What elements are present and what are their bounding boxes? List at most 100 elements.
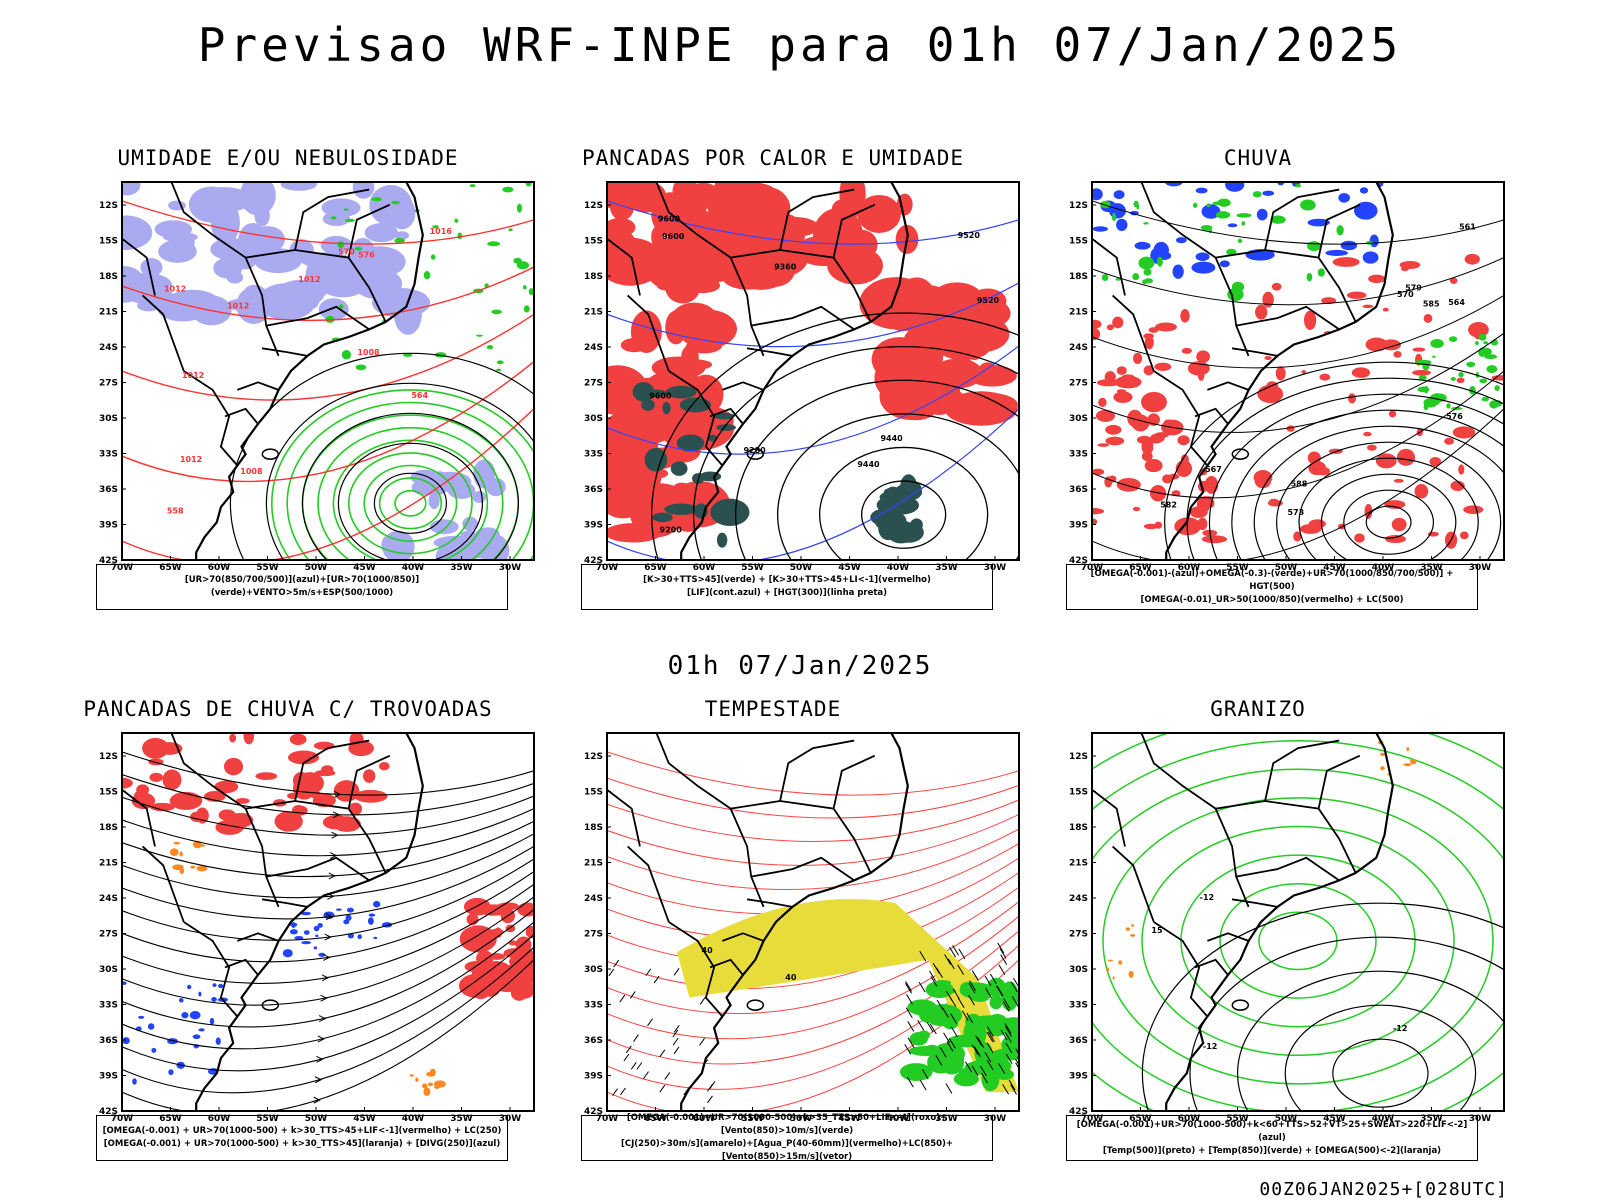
- lat-tick-label: 15S: [1069, 237, 1088, 247]
- rain-fill: [1354, 533, 1365, 543]
- wind-vector: [919, 950, 927, 962]
- state-border: [1264, 739, 1340, 802]
- state-border: [1111, 845, 1155, 923]
- storm-red: [523, 983, 534, 995]
- omega-orange: [1106, 967, 1110, 972]
- wind-vector: [941, 1007, 949, 1018]
- omega-orange: [1112, 976, 1115, 980]
- lc850-streamline: [607, 777, 1019, 819]
- rain-fill: [1116, 477, 1141, 492]
- lon-tick-label: 65W: [1129, 563, 1152, 573]
- storm-red: [362, 769, 376, 783]
- rain-fill: [1393, 478, 1404, 483]
- wind-vector: [629, 991, 636, 999]
- flow-arrow: [314, 1076, 323, 1084]
- rain-fill: [1346, 291, 1367, 299]
- rain-fill: [1391, 517, 1407, 532]
- lon-tick-label: 45W: [1323, 1114, 1346, 1124]
- rain-fill: [1105, 424, 1122, 435]
- storm-red: [348, 802, 363, 816]
- wind-vector: [950, 1013, 958, 1024]
- hgt-contour: [1231, 409, 1504, 560]
- contour-label: 570: [1397, 290, 1414, 299]
- rain-green: [1115, 278, 1122, 281]
- lon-tick-label: 45W: [353, 1114, 376, 1124]
- temp850-contour: [1141, 825, 1455, 1057]
- wind-vector: [986, 1059, 994, 1071]
- panel-chuva: CHUVA 582 579 576 573 570 567 564 561 588 585 12S 1…: [1038, 146, 1505, 626]
- lon-tick-label: 60W: [208, 1114, 231, 1124]
- omega-orange: [1410, 758, 1417, 765]
- convection-fill: [905, 321, 939, 334]
- legend-line: [K>30+TTS>45](verde) + [K>30+TTS>45+LI<-…: [643, 575, 931, 585]
- lon-tick-label: 70W: [111, 563, 134, 573]
- hgt-contour: [1276, 441, 1502, 560]
- coastline: [680, 733, 909, 1111]
- divg-blue: [211, 996, 217, 1002]
- wind-850-fill: [927, 1050, 955, 1074]
- flow-arrow: [323, 954, 331, 961]
- lc-streamline: [122, 808, 534, 857]
- lc-streamline: [122, 858, 534, 941]
- contour-label: 564: [411, 391, 428, 400]
- lat-tick-label: 27S: [1069, 379, 1088, 389]
- state-border: [832, 203, 876, 258]
- divg-blue: [368, 913, 376, 917]
- temp500-contour: [1141, 902, 1504, 1111]
- state-border: [347, 754, 391, 809]
- wind-vector: [936, 999, 944, 1011]
- rain-fill: [1348, 393, 1357, 404]
- rain-green: [1241, 221, 1246, 226]
- coastline: [195, 182, 424, 560]
- temp850-contour: [1219, 882, 1377, 999]
- wind-vector: [971, 970, 979, 981]
- humidity-fill: [254, 205, 270, 227]
- temp500-contour: [1332, 1038, 1429, 1108]
- wind-contour: [347, 452, 473, 555]
- rain-green: [1446, 403, 1451, 409]
- divg-blue: [122, 1037, 130, 1045]
- rain-green: [1466, 361, 1476, 368]
- lat-tick-label: 12S: [99, 201, 118, 211]
- hgt-contour: [1164, 361, 1504, 560]
- convection-fill: [959, 392, 1018, 418]
- lc-streamline: [122, 774, 534, 816]
- humidity-fill: [122, 182, 141, 196]
- hgt-contour: [777, 413, 1019, 560]
- wind-contour: [354, 246, 363, 251]
- state-border: [668, 921, 724, 1018]
- lon-tick-label: 35W: [935, 563, 958, 573]
- map-layer: 40 40: [607, 733, 1019, 1111]
- state-border: [779, 188, 855, 251]
- wind-vector: [949, 946, 956, 958]
- lon-tick-label: 30W: [1469, 563, 1492, 573]
- wind-vector: [608, 968, 615, 977]
- wind-contour: [423, 271, 431, 280]
- rain-green: [1252, 191, 1262, 198]
- contour-label: 9600: [662, 232, 685, 241]
- rain-fill: [1143, 523, 1158, 530]
- humidity-fill: [364, 223, 398, 243]
- storm-orange: [431, 1071, 437, 1074]
- humidity-fill: [137, 299, 161, 312]
- lon-tick-label: 30W: [984, 563, 1007, 573]
- wind-vector: [1011, 996, 1019, 1007]
- humidity-fill: [352, 182, 375, 199]
- rain-fill: [1104, 371, 1116, 383]
- lat-tick-label: 36S: [99, 1036, 118, 1046]
- rain-green: [1138, 256, 1155, 270]
- temp850-contour: [1102, 797, 1494, 1085]
- rain-blue: [1172, 264, 1184, 279]
- wind-vector: [945, 1083, 953, 1094]
- lat-tick-label: 42S: [99, 556, 118, 566]
- rain-blue: [1175, 237, 1187, 244]
- rain-fill: [1293, 531, 1302, 542]
- convection-dark: [710, 498, 750, 526]
- humidity-fill: [251, 226, 285, 253]
- rain-fill: [1364, 503, 1373, 519]
- lat-tick-label: 39S: [1069, 521, 1088, 531]
- panel-title: GRANIZO: [1210, 697, 1306, 721]
- humidity-fill: [462, 516, 479, 532]
- wind-850-fill: [989, 995, 1003, 1010]
- lat-tick-label: 30S: [584, 965, 603, 975]
